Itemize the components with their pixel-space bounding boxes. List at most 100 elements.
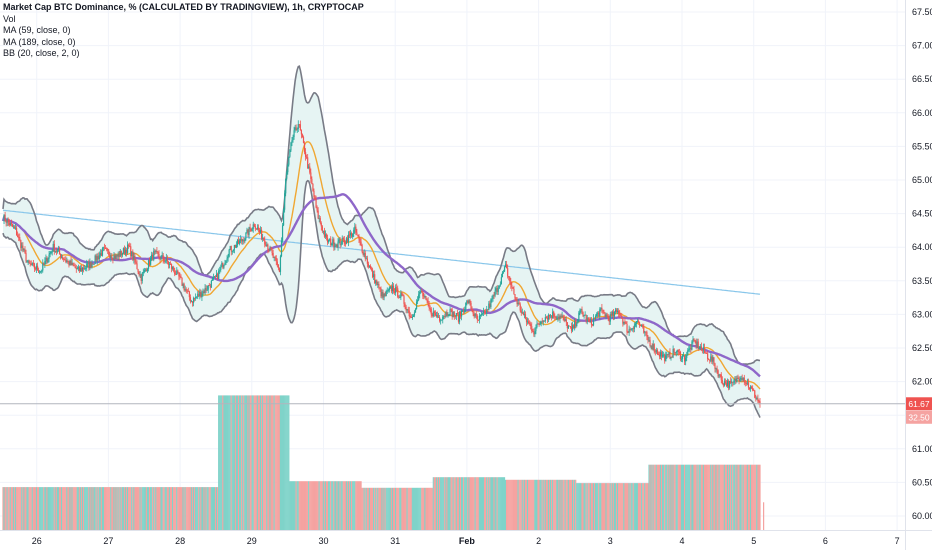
volume-bar bbox=[511, 479, 513, 530]
candle-body bbox=[49, 253, 51, 255]
candle-body bbox=[538, 324, 540, 325]
volume-bar bbox=[252, 395, 254, 530]
volume-bar bbox=[625, 483, 627, 530]
volume-bar bbox=[508, 479, 510, 530]
volume-bar bbox=[277, 395, 279, 530]
candle-body bbox=[602, 309, 604, 312]
volume-bar bbox=[227, 395, 229, 530]
volume-bar bbox=[341, 481, 343, 530]
candle-body bbox=[241, 239, 243, 242]
volume-bar bbox=[294, 481, 296, 530]
volume-bar bbox=[668, 464, 670, 530]
candle-body bbox=[190, 301, 193, 303]
candle-body bbox=[114, 255, 116, 259]
price-axis[interactable]: 67.50 67.00 66.50 66.00 65.50 65.00 64.50 64.00… bbox=[912, 7, 932, 521]
candle-body bbox=[754, 390, 756, 398]
price-tick-label: 66.00 bbox=[912, 108, 932, 118]
legend-vol[interactable]: Vol bbox=[3, 13, 16, 24]
candle-body bbox=[596, 314, 598, 317]
candle-body bbox=[744, 382, 746, 384]
candle-body bbox=[314, 197, 316, 200]
candle-body bbox=[453, 311, 455, 317]
volume-bar bbox=[68, 487, 70, 530]
volume-bar bbox=[657, 464, 660, 530]
candle-body bbox=[725, 383, 728, 386]
candle-body bbox=[553, 311, 555, 317]
volume-bar bbox=[261, 395, 263, 530]
volume-bar bbox=[185, 487, 187, 530]
volume-bar bbox=[348, 481, 351, 530]
candle-body bbox=[554, 316, 556, 318]
volume-bar bbox=[128, 487, 130, 530]
volume-bar bbox=[140, 487, 142, 530]
candle-body bbox=[215, 273, 218, 278]
volume-bar bbox=[546, 479, 549, 530]
candle-body bbox=[129, 246, 131, 247]
candle-body bbox=[724, 381, 727, 384]
candle-body bbox=[201, 294, 203, 298]
candle-body bbox=[414, 309, 417, 313]
time-tick-label: Feb bbox=[459, 536, 476, 546]
candle-body bbox=[354, 226, 356, 230]
candle-body bbox=[42, 263, 44, 271]
volume-bar bbox=[531, 479, 533, 530]
symbol-title[interactable]: Market Cap BTC Dominance, % (CALCULATED … bbox=[3, 2, 364, 12]
volume-bar bbox=[551, 479, 553, 530]
volume-bar bbox=[56, 487, 59, 530]
legend-ma189[interactable]: MA (189, close, 0) bbox=[3, 36, 76, 47]
candle-body bbox=[345, 238, 348, 244]
candle-body bbox=[403, 296, 405, 304]
candle-body bbox=[237, 239, 240, 244]
volume-bar bbox=[18, 487, 20, 530]
volume-bar bbox=[134, 487, 136, 530]
volume-bar bbox=[591, 483, 594, 530]
candle-body bbox=[457, 314, 460, 322]
candle-body bbox=[120, 250, 122, 256]
volume-bar bbox=[640, 483, 642, 530]
candle-body bbox=[448, 315, 450, 316]
volume-bar bbox=[173, 487, 175, 530]
candle-body bbox=[672, 349, 674, 358]
candle-body bbox=[184, 289, 186, 291]
last-price-label: 61.67 bbox=[908, 399, 930, 409]
volume-bar bbox=[257, 395, 260, 530]
volume-bar bbox=[704, 464, 707, 530]
volume-bar bbox=[589, 483, 591, 530]
volume-bar bbox=[472, 477, 474, 530]
volume-bar bbox=[607, 483, 609, 530]
volume-bar bbox=[224, 395, 226, 530]
candle-body bbox=[679, 352, 682, 359]
volume-bar bbox=[239, 395, 241, 530]
legend-ma59[interactable]: MA (59, close, 0) bbox=[3, 25, 71, 35]
candle-body bbox=[273, 256, 275, 258]
volume-bar bbox=[566, 479, 568, 530]
candle-body bbox=[113, 255, 115, 260]
legend-bb[interactable]: BB (20, close, 2, 0) bbox=[3, 48, 80, 58]
candle-body bbox=[523, 314, 526, 316]
volume-bar bbox=[28, 487, 30, 530]
volume-bar bbox=[463, 477, 465, 530]
volume-bar bbox=[86, 487, 88, 530]
candle-body bbox=[735, 378, 737, 383]
volume-bar bbox=[435, 477, 438, 530]
candle-body bbox=[3, 214, 5, 221]
volume-bar bbox=[386, 487, 388, 530]
volume-bar bbox=[41, 487, 43, 530]
candle-body bbox=[486, 309, 488, 314]
volume-bar bbox=[695, 464, 697, 530]
volume-bar bbox=[365, 487, 367, 530]
volume-bar bbox=[525, 479, 528, 530]
candle-body bbox=[92, 263, 94, 265]
time-axis[interactable]: 26 27 28 29 30 31 Feb 2 3 4 5 6 7 bbox=[32, 536, 900, 546]
candle-body bbox=[34, 268, 37, 270]
volume-bar bbox=[462, 477, 464, 530]
volume-bar bbox=[405, 487, 407, 530]
candle-body bbox=[331, 243, 333, 246]
candle-body bbox=[509, 276, 511, 282]
time-tick-label: 5 bbox=[751, 536, 756, 546]
time-tick-label: 27 bbox=[103, 536, 113, 546]
volume-bar bbox=[580, 483, 582, 530]
volume-bar bbox=[687, 464, 689, 530]
volume-bar bbox=[629, 483, 631, 530]
